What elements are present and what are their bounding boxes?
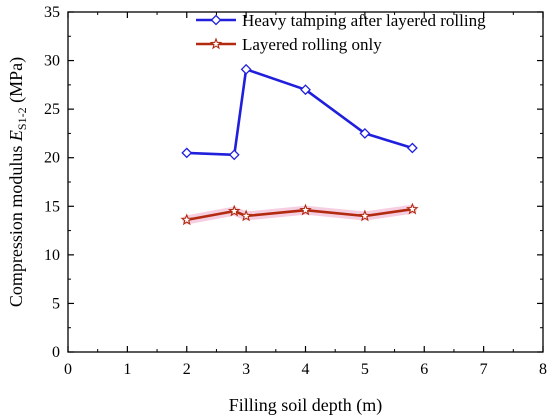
data-point-diamond	[228, 149, 240, 161]
series-1	[181, 63, 418, 161]
data-point-diamond	[406, 142, 418, 154]
x-tick-label: 2	[183, 361, 191, 378]
series-1-line	[186, 68, 413, 157]
y-axis-title: Compression modulus ES1-2 (MPa)	[6, 57, 29, 307]
y-tick-label: 0	[52, 344, 60, 361]
legend-label-2: Layered rolling only	[242, 35, 382, 54]
x-tick-label: 8	[539, 361, 547, 378]
plot-area	[67, 11, 544, 353]
y-axis-title-symbol: E	[6, 130, 26, 142]
legend: Heavy tamping after layered rolling Layer…	[196, 11, 486, 54]
data-point-diamond	[300, 84, 311, 96]
data-point-diamond	[359, 128, 371, 139]
data-point-star	[406, 202, 419, 215]
data-point-star	[299, 203, 312, 216]
y-axis-title-suffix: (MPa)	[6, 57, 27, 108]
x-tick-label: 1	[123, 361, 131, 378]
x-tick-label: 5	[361, 361, 369, 378]
legend-label-1: Heavy tamping after layered rolling	[242, 11, 486, 30]
y-axis: 0 5 10 15 20 25 30 35	[44, 4, 543, 361]
y-tick-label: 5	[52, 295, 60, 312]
x-axis: 0 1 2 3 4 5 6 7 8	[64, 12, 547, 378]
data-point-star	[239, 209, 253, 222]
legend-marker-star	[209, 37, 223, 50]
series-2	[180, 202, 419, 226]
x-tick-label: 7	[480, 361, 488, 378]
data-point-diamond	[181, 147, 193, 159]
x-tick-label: 4	[302, 361, 310, 378]
y-tick-label: 10	[44, 247, 60, 264]
x-tick-label: 6	[420, 361, 428, 378]
y-tick-label: 20	[44, 150, 60, 167]
data-point-star	[358, 209, 372, 222]
x-tick-label: 0	[64, 361, 72, 378]
series-layer	[180, 63, 419, 226]
plot-frame	[67, 11, 544, 353]
data-point-diamond	[240, 63, 252, 75]
y-axis-title-subscript: S1-2	[15, 107, 29, 130]
x-tick-label: 3	[242, 361, 250, 378]
y-axis-title-prefix: Compression modulus	[6, 141, 26, 307]
series-2-line	[186, 207, 413, 222]
y-tick-label: 15	[44, 198, 60, 215]
legend-marker-diamond	[210, 14, 222, 26]
x-axis-title: Filling soil depth (m)	[229, 395, 383, 416]
y-tick-label: 30	[44, 53, 60, 70]
data-point-star	[227, 204, 241, 217]
y-tick-label: 35	[44, 4, 60, 21]
y-tick-label: 25	[44, 101, 60, 118]
data-point-star	[180, 213, 194, 226]
